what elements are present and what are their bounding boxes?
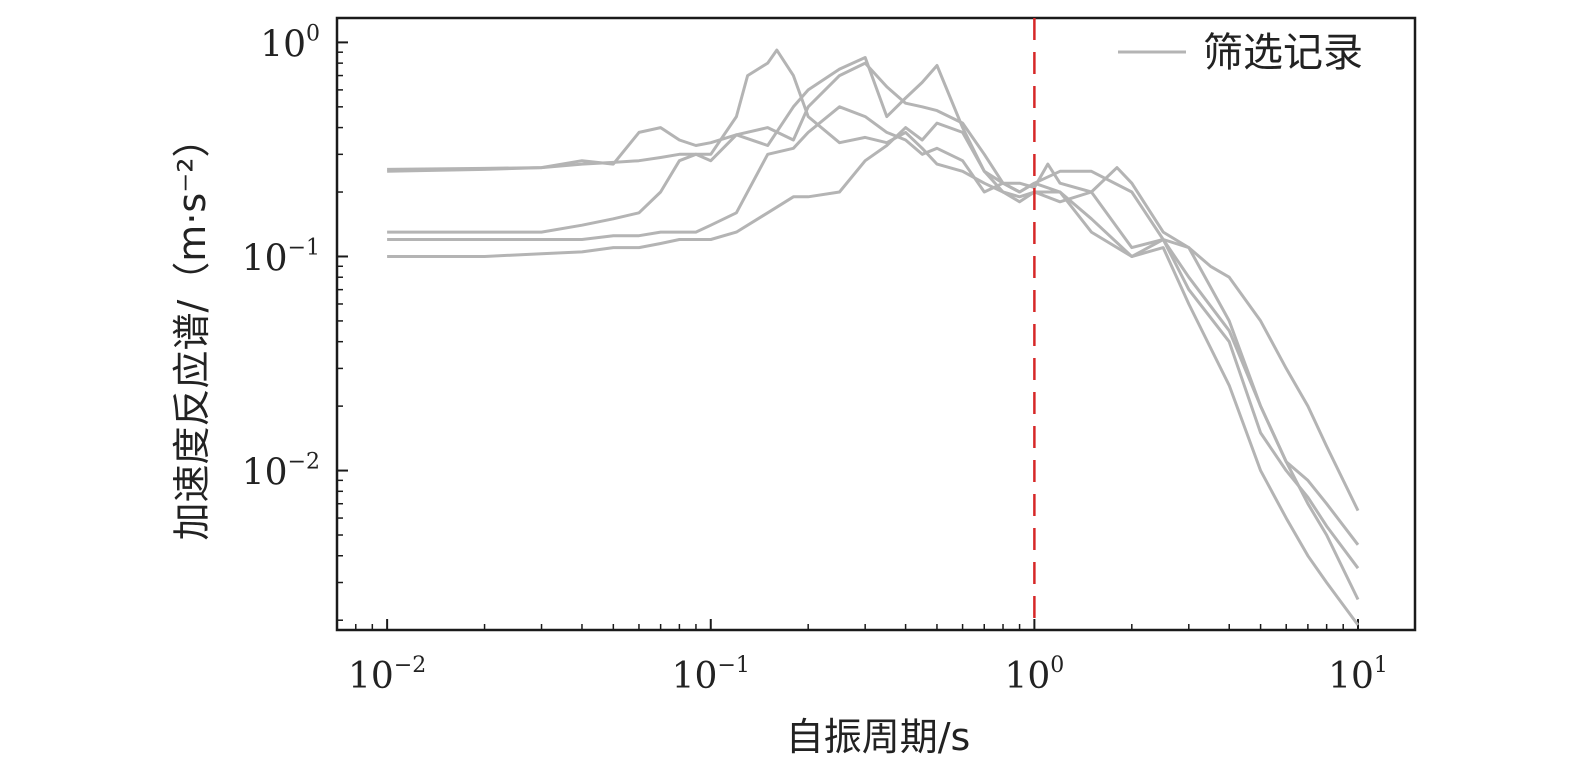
- y-tick-labels: 100 10−1 10−2: [242, 21, 320, 493]
- x-tick-label: 101: [1328, 653, 1388, 697]
- x-tick-label: 100: [1004, 653, 1064, 697]
- series-line-5: [387, 121, 1360, 570]
- x-tick-label: 10−1: [672, 653, 750, 697]
- x-tick-labels: 10−2 10−1 100 101: [348, 653, 1388, 697]
- x-tick-label: 10−2: [348, 653, 426, 697]
- series-line-2: [387, 61, 1360, 601]
- legend: 筛选记录: [1118, 30, 1363, 76]
- legend-label: 筛选记录: [1203, 30, 1363, 76]
- y-axis-title: 加速度反应谱/（m·s⁻²）: [170, 120, 214, 541]
- y-tick-label: 100: [260, 21, 320, 65]
- y-tick-label: 10−1: [242, 235, 320, 279]
- y-tick-label: 10−2: [242, 450, 320, 494]
- series-line-4: [387, 105, 1360, 546]
- x-axis-title: 自振周期/s: [786, 715, 971, 759]
- y-minor-ticks: [337, 51, 343, 621]
- series-layer: [387, 48, 1360, 626]
- plot-frame: [335, 16, 1417, 632]
- y-major-ticks: [337, 41, 348, 472]
- x-minor-ticks: [336, 624, 1344, 630]
- series-line-3: [387, 56, 1360, 512]
